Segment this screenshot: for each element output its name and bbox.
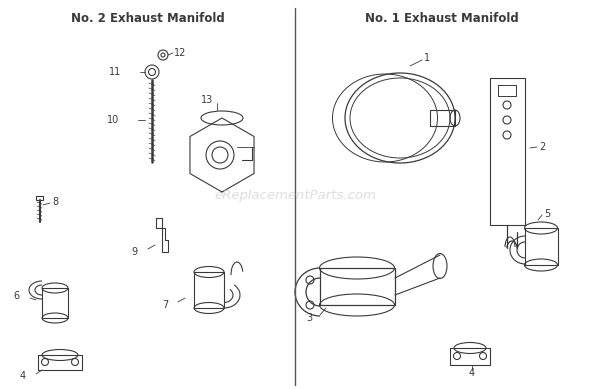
Bar [36, 196, 43, 200]
Text: 7: 7 [162, 300, 168, 310]
Text: 4: 4 [20, 371, 26, 381]
Text: 12: 12 [174, 48, 186, 58]
Text: 10: 10 [107, 115, 119, 125]
Text: 9: 9 [132, 247, 138, 257]
Text: 3: 3 [306, 313, 312, 323]
Text: 4: 4 [469, 368, 475, 378]
Text: 5: 5 [544, 209, 550, 219]
Text: 13: 13 [201, 95, 213, 105]
Text: 6: 6 [14, 291, 20, 301]
Text: 11: 11 [109, 67, 121, 77]
Text: 1: 1 [424, 53, 430, 63]
Text: eReplacementParts.com: eReplacementParts.com [214, 189, 376, 202]
Text: 2: 2 [539, 142, 545, 152]
Text: 8: 8 [52, 197, 58, 207]
Text: No. 2 Exhaust Manifold: No. 2 Exhaust Manifold [71, 12, 225, 25]
Text: No. 1 Exhaust Manifold: No. 1 Exhaust Manifold [365, 12, 519, 25]
